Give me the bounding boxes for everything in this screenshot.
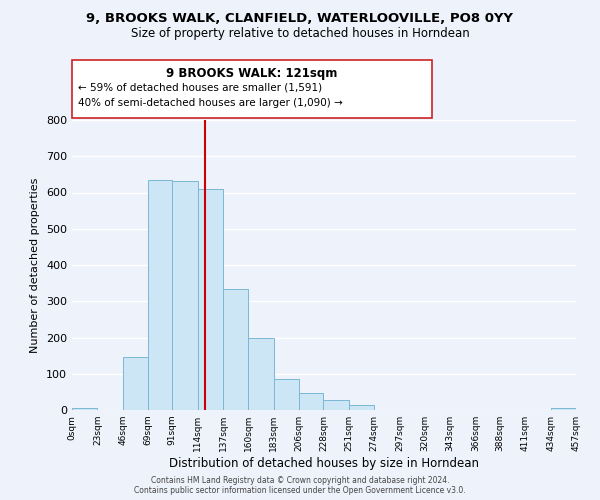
Bar — [551, 408, 576, 410]
Text: Contains HM Land Registry data © Crown copyright and database right 2024.: Contains HM Land Registry data © Crown c… — [151, 476, 449, 485]
Text: 40% of semi-detached houses are larger (1,090) →: 40% of semi-detached houses are larger (… — [78, 98, 343, 108]
Text: Contains public sector information licensed under the Open Government Licence v3: Contains public sector information licen… — [134, 486, 466, 495]
Y-axis label: Number of detached properties: Number of detached properties — [31, 178, 40, 352]
Text: Size of property relative to detached houses in Horndean: Size of property relative to detached ho… — [131, 28, 469, 40]
Bar — [148, 180, 172, 410]
Text: ← 59% of detached houses are smaller (1,591): ← 59% of detached houses are smaller (1,… — [78, 82, 322, 92]
Bar — [72, 408, 97, 410]
Bar — [323, 400, 349, 410]
Bar — [172, 180, 198, 410]
Bar — [274, 379, 299, 410]
Text: 9, BROOKS WALK, CLANFIELD, WATERLOOVILLE, PO8 0YY: 9, BROOKS WALK, CLANFIELD, WATERLOOVILLE… — [86, 12, 514, 26]
X-axis label: Distribution of detached houses by size in Horndean: Distribution of detached houses by size … — [169, 457, 479, 470]
Bar — [299, 393, 323, 410]
Bar — [123, 358, 148, 410]
Bar — [248, 338, 274, 410]
Bar — [198, 189, 223, 410]
Bar — [349, 406, 374, 410]
Text: 9 BROOKS WALK: 121sqm: 9 BROOKS WALK: 121sqm — [166, 68, 338, 80]
Bar — [223, 288, 248, 410]
